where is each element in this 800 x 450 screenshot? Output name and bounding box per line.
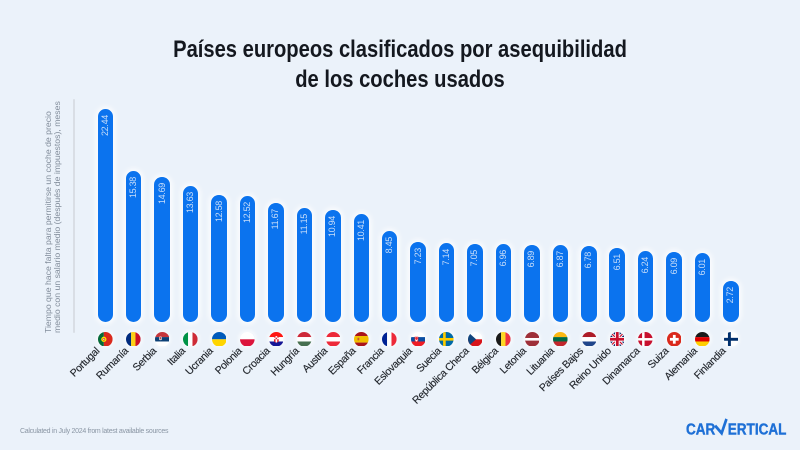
svg-text:ERTICAL: ERTICAL xyxy=(728,422,787,438)
svg-text:CAR: CAR xyxy=(686,422,716,438)
